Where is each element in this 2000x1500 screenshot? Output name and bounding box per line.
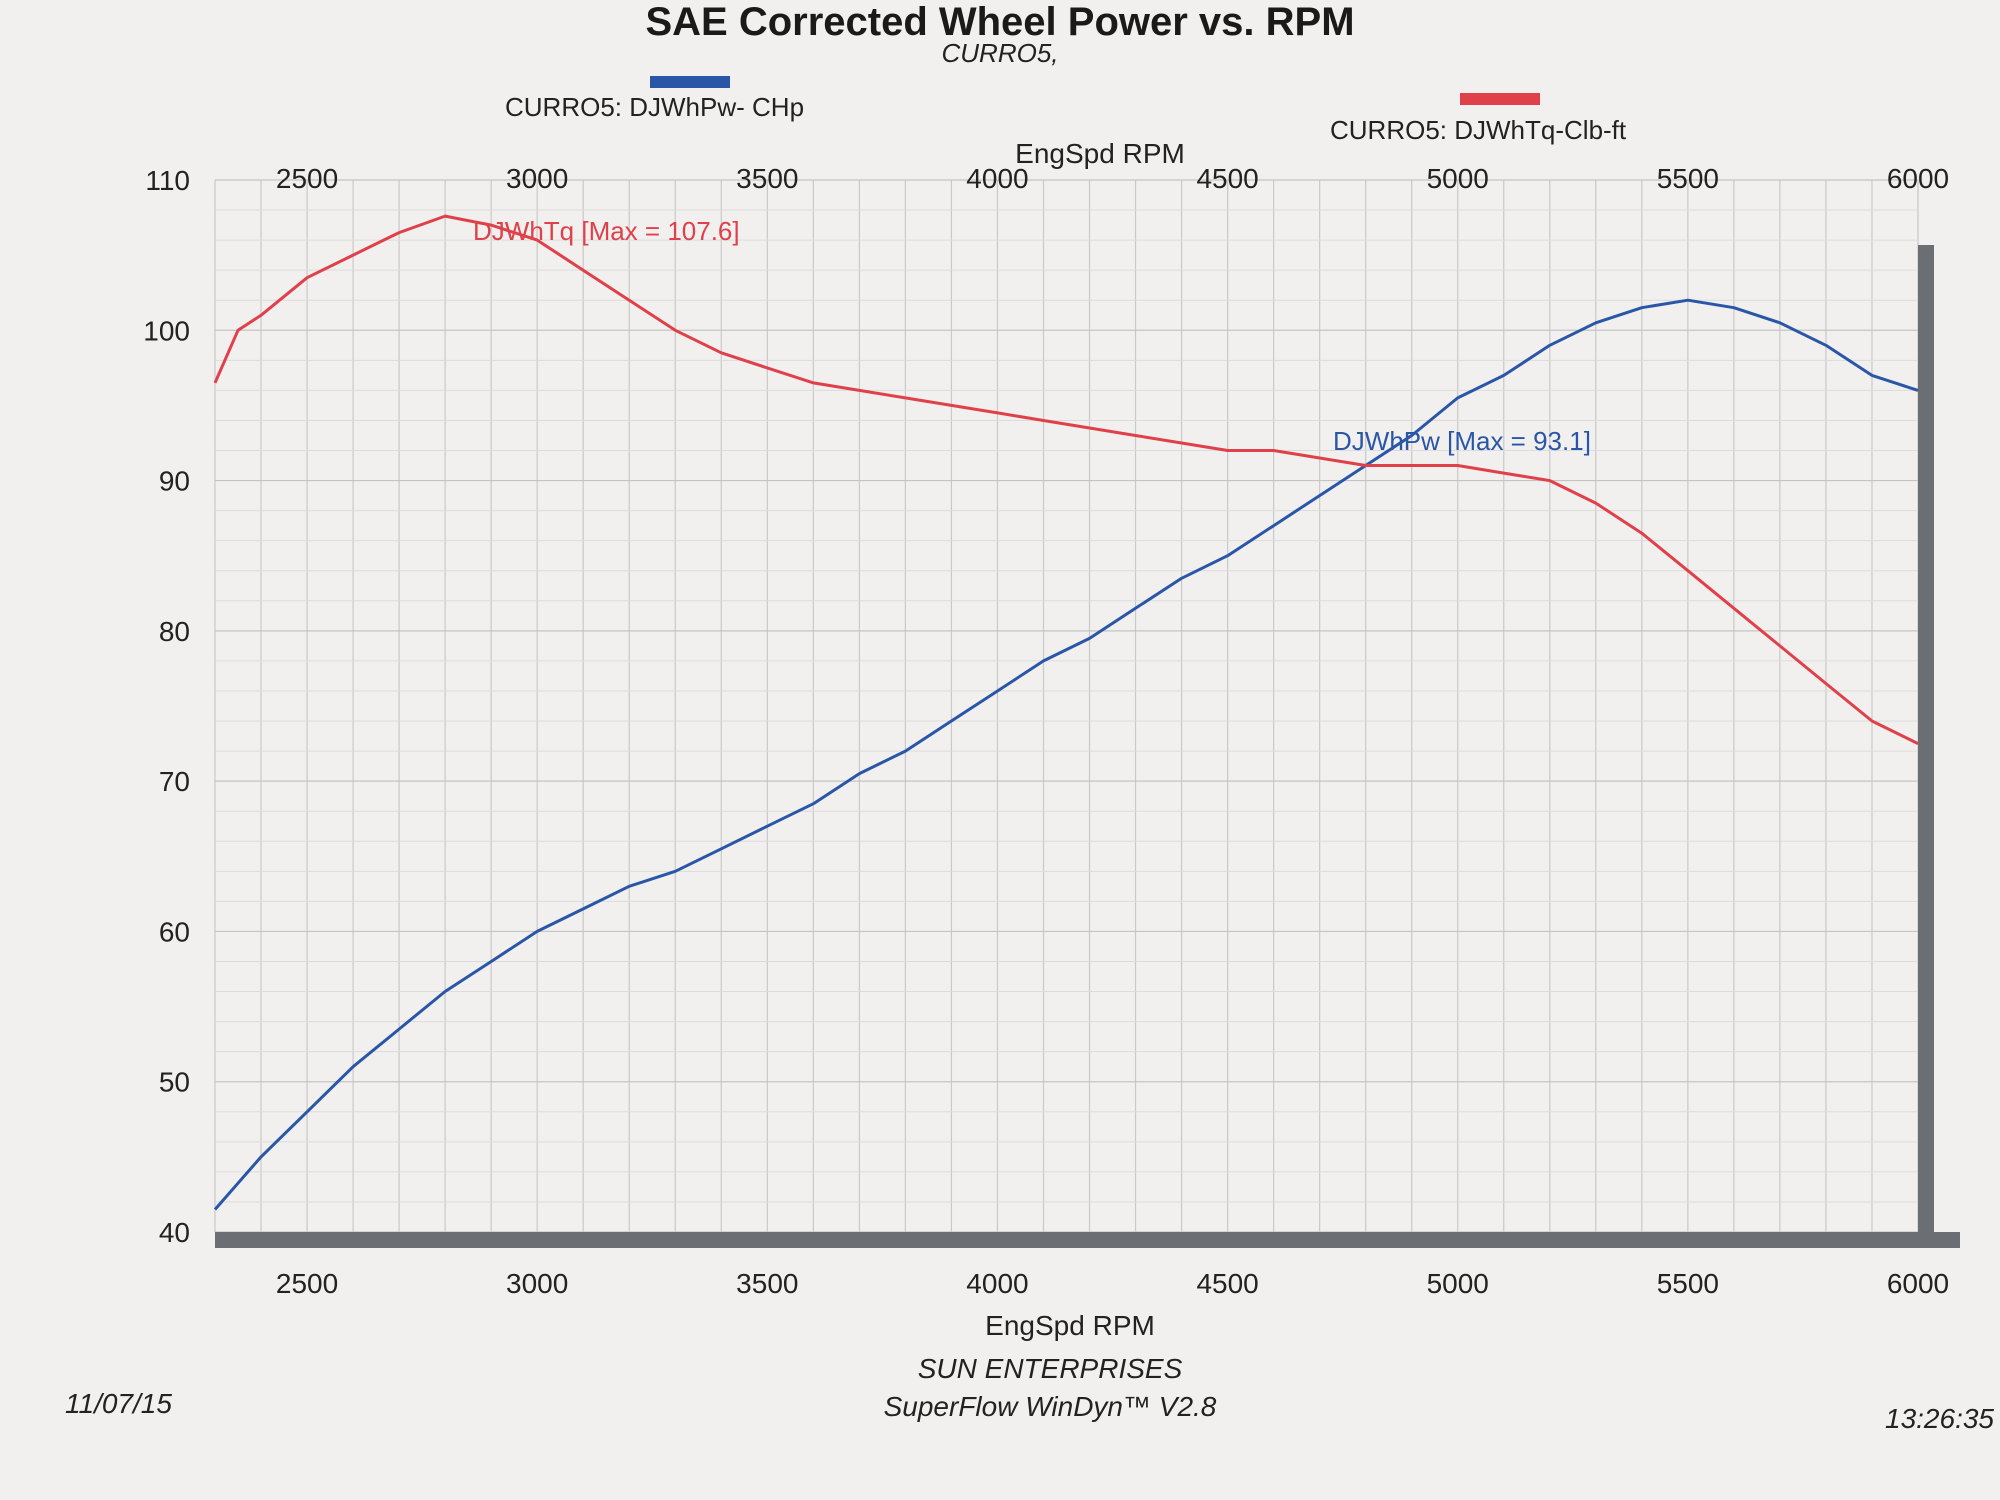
x-axis-title-bottom: EngSpd RPM: [985, 1310, 1155, 1341]
x-tick-label-top: 2500: [276, 163, 338, 194]
axis-ticks: 2500 2500 3000 3000 3500 3500 4000 4000 4500 4500…: [143, 163, 1949, 1299]
y-tick-label: 60: [159, 916, 190, 947]
x-tick-label-bottom: 6000: [1887, 1268, 1949, 1299]
grid: [214, 179, 1919, 1233]
y-tick-label: 110: [145, 165, 190, 196]
x-tick-label-bottom: 3000: [506, 1268, 568, 1299]
x-tick-label-bottom: 2500: [276, 1268, 338, 1299]
y-tick-label: 100: [143, 315, 190, 346]
y-tick-label: 80: [159, 616, 190, 647]
torque-series-line: [213, 214, 1919, 745]
y-tick-label: 70: [159, 766, 190, 797]
legend-label-power: CURRO5: DJWhPw- CHp: [505, 92, 805, 122]
chart-title: SAE Corrected Wheel Power vs. RPM: [645, 0, 1355, 44]
torque-max-annotation: DJWhTq [Max = 107.6]: [473, 216, 740, 246]
x-tick-label-top: 3500: [736, 163, 798, 194]
x-tick-label-top: 5000: [1427, 163, 1489, 194]
print-date: 11/07/15: [65, 1388, 172, 1419]
legend-swatch-power: [650, 76, 730, 88]
x-tick-label-top: 6000: [1887, 163, 1949, 194]
x-tick-label-bottom: 4500: [1196, 1268, 1258, 1299]
x-axis-title-top: EngSpd RPM: [1015, 138, 1185, 169]
power-max-annotation: DJWhPw [Max = 93.1]: [1333, 426, 1591, 456]
plot-frame-right: [1918, 245, 1934, 1248]
software-name: SuperFlow WinDyn™ V2.8: [883, 1391, 1217, 1422]
x-tick-label-bottom: 4000: [966, 1268, 1028, 1299]
company-name: SUN ENTERPRISES: [917, 1353, 1183, 1384]
x-tick-label-top: 3000: [506, 163, 568, 194]
x-tick-label-top: 5500: [1657, 163, 1719, 194]
x-tick-label-top: 4500: [1196, 163, 1258, 194]
x-tick-label-top: 4000: [966, 163, 1028, 194]
series-lines: [213, 214, 1919, 1211]
x-tick-label-bottom: 5000: [1427, 1268, 1489, 1299]
y-tick-label: 40: [159, 1217, 190, 1248]
x-tick-label-bottom: 3500: [736, 1268, 798, 1299]
plot-frame-bottom: [215, 1232, 1960, 1248]
print-time: 13:26:35: [1885, 1403, 1994, 1434]
y-tick-label: 90: [159, 466, 190, 497]
power-series-line: [213, 298, 1919, 1211]
y-tick-label: 50: [159, 1067, 190, 1098]
legend-label-torque: CURRO5: DJWhTq-Clb-ft: [1330, 115, 1627, 145]
x-tick-label-bottom: 5500: [1657, 1268, 1719, 1299]
chart-subtitle: CURRO5,: [941, 38, 1059, 68]
legend-swatch-torque: [1460, 93, 1540, 105]
